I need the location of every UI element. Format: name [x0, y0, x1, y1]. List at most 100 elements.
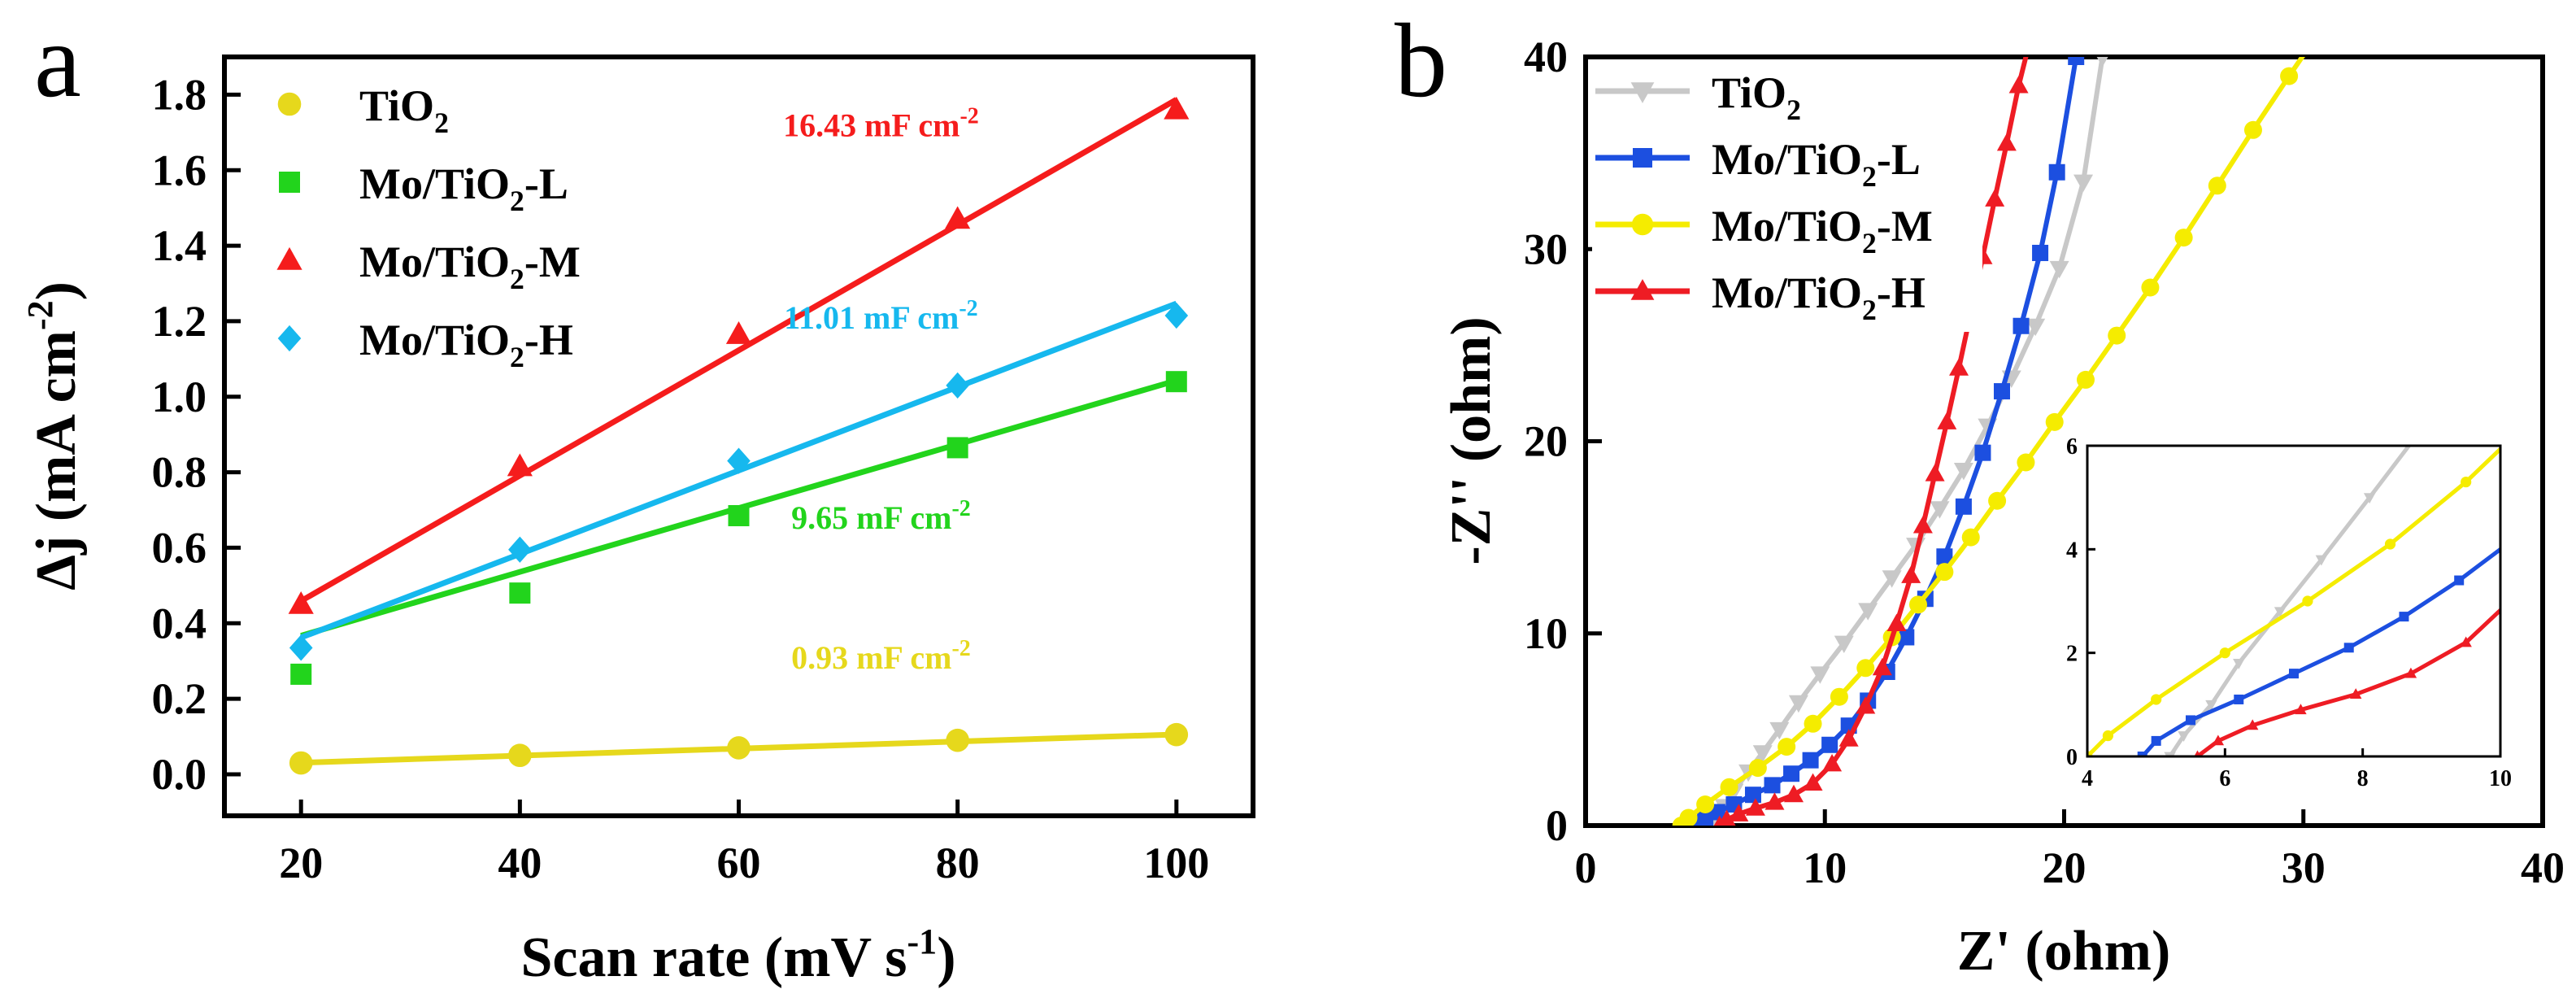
- panel-b-point: [2076, 370, 2095, 389]
- panel-b-point: [1788, 695, 1808, 713]
- panel-b-legend-1-label-tail: -L: [1877, 135, 1921, 184]
- panel-a-y-tick-label: 1.2: [152, 297, 207, 346]
- panel-b-point: [1748, 759, 1767, 778]
- panel-b-inset-series: [2087, 446, 2500, 756]
- panel-a-slope-value: 0.93 mF cm: [791, 639, 951, 676]
- panel-b-inset-point: [2295, 704, 2307, 715]
- panel-b-inset-point: [2274, 607, 2287, 618]
- panel-b-legend-marker-3: [1630, 279, 1655, 300]
- panel-a-point: [1165, 371, 1187, 393]
- panel-a-x-tick-label: 40: [498, 839, 542, 887]
- panel-b-inset-point: [2399, 612, 2409, 622]
- panel-b-x-tick-label: 20: [2043, 843, 2086, 892]
- panel-b-inset-point: [2178, 731, 2190, 742]
- panel-b-point: [1985, 189, 2005, 207]
- panel-a-legend-0-label: TiO2: [359, 81, 449, 139]
- panel-b-inset-x-tick-label: 4: [2082, 766, 2093, 791]
- panel-b-inset-point: [2186, 715, 2195, 726]
- panel-b-point: [2174, 229, 2193, 247]
- panel-a-legend-3-label-main: Mo/TiO: [359, 316, 510, 364]
- panel-b-point: [1858, 603, 1878, 621]
- panel-b-point: [1898, 629, 1915, 646]
- panel-b-legend-marker-2: [1631, 213, 1654, 236]
- panel-b-y-tick-label: 40: [1524, 33, 1568, 81]
- panel-b-inset-point: [2289, 669, 2299, 679]
- panel-b-inset-frame: [2086, 444, 2502, 758]
- panel-a-legend-marker-3: [277, 325, 302, 352]
- panel-a-y-tick-label: 1.6: [152, 146, 207, 194]
- panel-a-y-tick-label: 0.8: [152, 448, 207, 497]
- panel-b-point: [1717, 809, 1736, 826]
- panel-a-y-tick-label: 0.6: [152, 523, 207, 572]
- panel-b-point: [1882, 570, 1902, 588]
- panel-a-slope-label-3: 11.01 mF cm-2: [784, 296, 977, 336]
- panel-a-y-tick-label: 1.8: [152, 70, 207, 119]
- panel-a-slope-sup: -2: [951, 636, 970, 661]
- panel-b-inset-point: [2205, 699, 2217, 711]
- panel-a-y-tick-label: 1.4: [152, 221, 207, 270]
- panel-b-x-axis-title: Z' (ohm): [1957, 920, 2171, 983]
- panel-b-point: [1872, 657, 1892, 676]
- panel-b-legend-2-label-sub: 2: [1862, 227, 1877, 259]
- panel-b-point: [1752, 745, 1773, 763]
- panel-a-slope-sup: -2: [959, 296, 977, 321]
- panel-b-point: [2141, 278, 2160, 297]
- panel-a-point: [290, 663, 312, 685]
- panel-b-inset-point: [2151, 694, 2162, 705]
- panel-b-inset-y-tick-label: 6: [2066, 434, 2078, 460]
- panel-b-inset-line-1: [2140, 547, 2500, 756]
- panel-b-point: [2243, 120, 2262, 139]
- panel-a-x-tick-label: 20: [279, 839, 323, 887]
- panel-b-point: [1901, 565, 1921, 583]
- panel-a-point: [289, 634, 313, 661]
- panel-a-legend-2-label-main: Mo/TiO: [359, 238, 510, 286]
- panel-a-y-tick-label: 0.2: [152, 674, 207, 723]
- panel-a-point: [509, 582, 531, 604]
- panel-b-point: [2008, 76, 2029, 94]
- panel-b-point: [1856, 696, 1876, 714]
- panel-a-x-axis-title-close: ): [937, 926, 955, 989]
- panel-b-legend-3-label-main: Mo/TiO: [1712, 268, 1862, 317]
- panel-b-legend-1-label: Mo/TiO2-L: [1712, 135, 1921, 193]
- panel-a-point: [728, 504, 750, 526]
- panel-a-y-axis-title-text: Δj (mA cm: [25, 330, 88, 591]
- panel-a-axes: 20 40 60 80 100 0.0 0.2 0.4 0.6 0.8 1.0 1.2 1.4 1.6 1.…: [152, 70, 1210, 887]
- panel-b-inset-point: [2234, 694, 2244, 704]
- panel-a-point: [1164, 302, 1189, 329]
- panel-a-slope-label-2: 16.43 mF cm-2: [783, 103, 979, 143]
- panel-b-label: b: [1395, 2, 1447, 120]
- panel-b-point: [1745, 798, 1765, 816]
- panel-b-point: [1838, 729, 1859, 747]
- panel-b-y-tick-label: 0: [1546, 801, 1568, 850]
- panel-b-point: [1886, 613, 1907, 631]
- panel-b-legend-2-label-tail: -M: [1877, 202, 1933, 251]
- panel-a-point: [946, 372, 969, 399]
- panel-b-legend-2-label: Mo/TiO2-M: [1712, 202, 1933, 259]
- panel-a-point: [946, 437, 968, 459]
- panel-a-point: [946, 728, 969, 752]
- panel-b-inset-point: [2247, 719, 2259, 730]
- panel-a-legend-1-label: Mo/TiO2-L: [359, 159, 568, 217]
- panel-b-x-tick-label: 0: [1575, 843, 1597, 892]
- panel-b-point: [1769, 721, 1790, 740]
- panel-a-slope-value: 9.65 mF cm: [791, 499, 951, 536]
- panel-b-point: [1783, 765, 1800, 782]
- panel-b-point: [1961, 528, 1980, 547]
- panel-b-point: [1856, 659, 1875, 678]
- panel-b-point: [1720, 778, 1738, 796]
- panel-b-inset-point: [2233, 659, 2245, 669]
- panel-a-data-points: [288, 96, 1190, 775]
- panel-b-inset-line-2: [2087, 446, 2500, 756]
- panel-b-inset-y-tick-label: 4: [2066, 538, 2078, 563]
- panel-b-point: [1930, 501, 1950, 519]
- panel-b-inset-point: [2212, 734, 2225, 746]
- panel-b-point: [2049, 260, 2069, 279]
- panel-b-inset-line-3: [2195, 607, 2500, 756]
- panel-a-point: [1164, 96, 1190, 120]
- panel-b-y-tick-label: 20: [1524, 417, 1568, 466]
- panel-b-legend-3-label-tail: -H: [1877, 268, 1925, 317]
